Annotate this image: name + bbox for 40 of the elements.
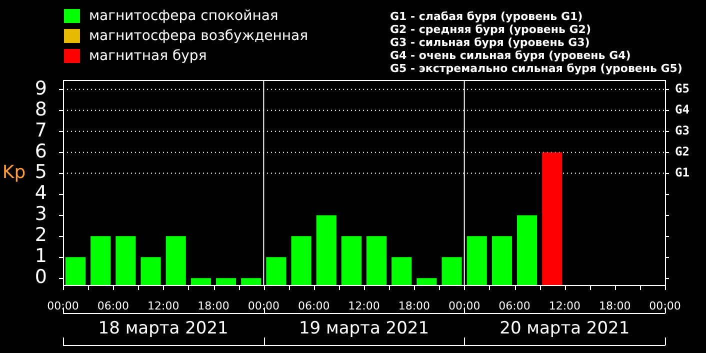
text: 20 марта 2021 [500, 318, 630, 338]
x-tick-label: 06:00 [498, 299, 530, 312]
y-tick-label: 7 [34, 119, 47, 142]
x-tick-label: 00:00 [448, 299, 480, 312]
text: G1 - слабая буря (уровень G1) [390, 10, 584, 23]
x-tick-label: 00:00 [47, 299, 79, 312]
legend-label: магнитная буря [89, 48, 207, 64]
x-tick-label: 12:00 [348, 299, 380, 312]
y-tick-label: 9 [34, 77, 47, 100]
x-tick-label: 18:00 [198, 299, 230, 312]
x-tick-label: 06:00 [97, 299, 130, 312]
y-tick-label: 1 [34, 245, 47, 268]
y-tick-label: 6 [34, 140, 47, 162]
y-axis-title: Kp [2, 162, 26, 183]
ref-line-label: G4 [675, 102, 690, 117]
legend-label: магнитосфера спокойная [89, 8, 278, 24]
text: G3 - сильная буря (уровень G3) [390, 36, 591, 49]
text: G2 - средняя буря (уровень G2) [390, 23, 592, 36]
ref-line-label: G5 [675, 82, 690, 96]
y-tick-label: 4 [34, 182, 47, 204]
x-tick-label: 00:00 [248, 299, 280, 312]
text: 18 марта 2021 [98, 318, 228, 338]
y-tick-label: 5 [34, 161, 47, 184]
ref-line-label: G1 [675, 165, 690, 180]
x-tick-label: 06:00 [298, 299, 330, 312]
text: G5 - экстремально сильная буря (уровень G5) [390, 62, 682, 75]
y-tick-label: 3 [34, 203, 47, 226]
y-tick-label: 2 [34, 224, 47, 246]
ref-line-label: G3 [675, 123, 690, 138]
text: 19 марта 2021 [298, 318, 430, 338]
y-tick-label: 0 [34, 266, 47, 288]
ref-line-label: G2 [675, 144, 690, 158]
legend-label: магнитосфера возбужденная [89, 28, 308, 44]
x-tick-label: 12:00 [147, 299, 180, 312]
x-tick-label: 18:00 [398, 299, 430, 312]
text: G4 - очень сильная буря (уровень G4) [390, 49, 632, 62]
x-tick-label: 00:00 [649, 299, 681, 312]
x-tick-label: 12:00 [548, 299, 581, 312]
y-tick-label: 8 [34, 98, 47, 120]
x-tick-label: 18:00 [598, 299, 631, 312]
